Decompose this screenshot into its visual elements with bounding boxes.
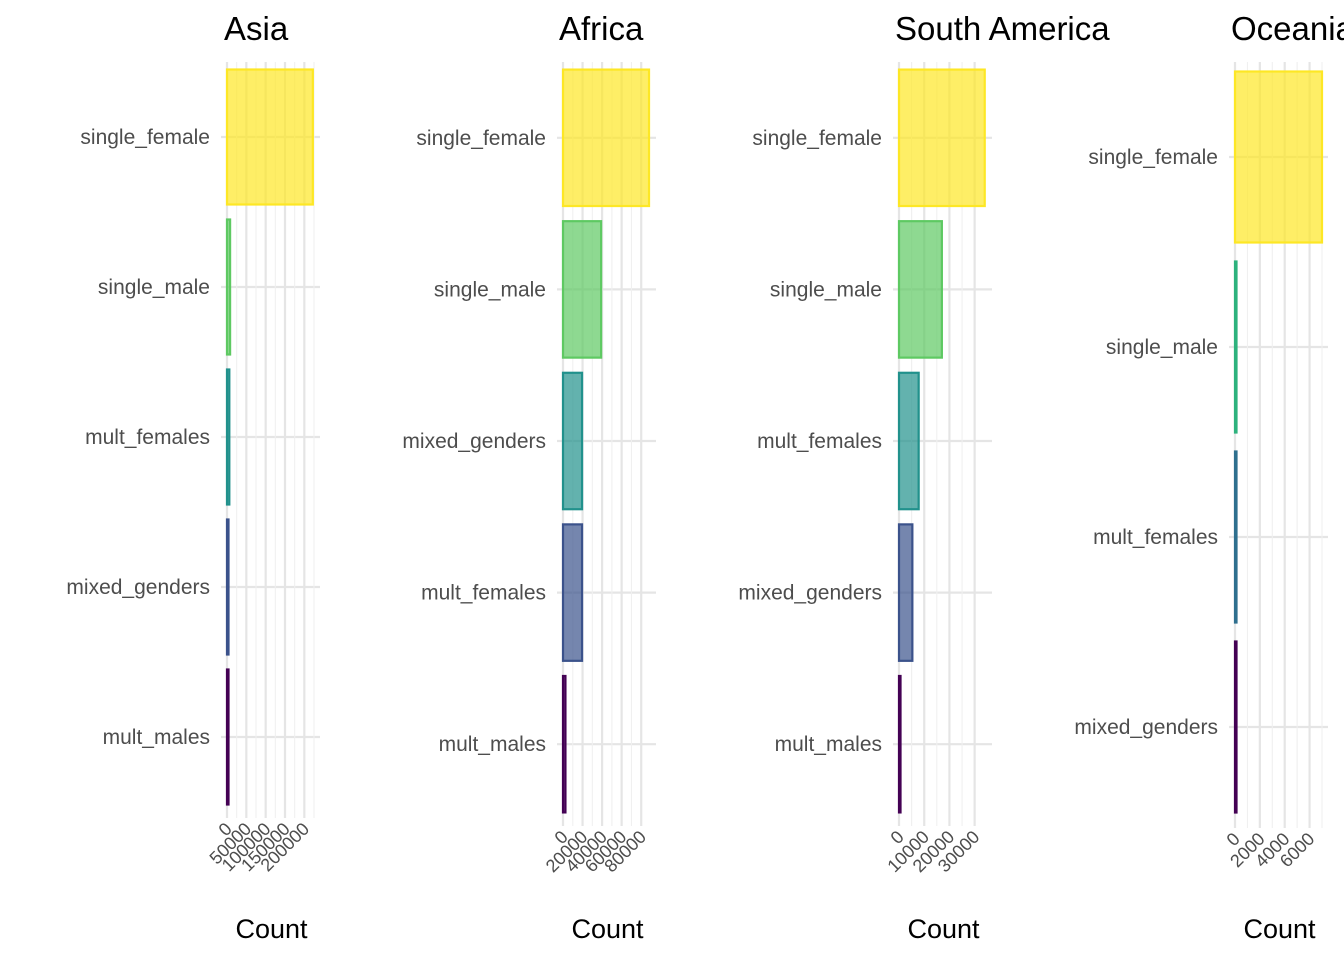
bar-mult-males	[225, 668, 230, 806]
panel-title: Oceania	[1231, 10, 1344, 47]
x-axis-title: Count	[235, 914, 308, 944]
category-label: single_female	[80, 126, 210, 149]
bar-mixed-genders	[1233, 640, 1238, 814]
panel-title: Africa	[559, 10, 644, 47]
category-label: mixed_genders	[402, 430, 546, 453]
panel-asia: single_female single_male mult_femalesmixe…	[66, 10, 320, 944]
category-label: single_female	[1088, 146, 1218, 169]
category-label: mult_females	[1093, 526, 1218, 549]
x-axis-title: Count	[1243, 914, 1316, 944]
category-label: mult_males	[439, 733, 546, 756]
category-label: mult_females	[421, 582, 546, 605]
category-label: single_male	[1106, 336, 1218, 359]
bar-single-female	[561, 68, 651, 208]
category-label: single_female	[752, 127, 882, 150]
bar-mult-females	[561, 523, 584, 662]
category-label: mixed_genders	[66, 576, 210, 599]
bar-mult-males	[561, 674, 567, 814]
panel-title: Asia	[224, 10, 289, 47]
category-label: mult_males	[775, 733, 882, 756]
category-label: mult_females	[757, 430, 882, 453]
category-label: single_female	[416, 127, 546, 150]
category-label: mixed_genders	[1074, 716, 1218, 739]
bar-single-male	[1233, 260, 1238, 434]
category-label: single_male	[770, 278, 882, 301]
category-label: single_male	[434, 278, 546, 301]
bar-single-female	[1233, 70, 1324, 244]
category-label: single_male	[98, 276, 210, 299]
x-axis-title: Count	[907, 914, 980, 944]
bar-mult-females	[225, 368, 231, 506]
bar-single-female	[225, 68, 314, 206]
bar-mixed-genders	[225, 518, 230, 656]
bar-mixed-genders	[897, 523, 914, 662]
category-label: mixed_genders	[738, 582, 882, 605]
bar-single-male	[561, 220, 603, 359]
bar-mult-females	[1233, 450, 1238, 624]
bar-single-female	[897, 68, 986, 208]
panel-africa: single_female single_male mixed_gendersmul…	[402, 10, 656, 944]
bar-mixed-genders	[561, 371, 584, 511]
category-label: mult_females	[85, 426, 210, 449]
bar-mult-females	[897, 371, 920, 511]
panel-south-america: single_female single_male mult_femalesmixe…	[738, 10, 1110, 944]
category-label: mult_males	[103, 726, 210, 749]
bar-mult-males	[897, 674, 902, 814]
bar-single-male	[897, 220, 943, 359]
bar-single-male	[225, 218, 232, 356]
x-axis-title: Count	[571, 914, 644, 944]
panel-title: South America	[895, 10, 1110, 47]
panel-oceania: single_female single_male mult_femalesmixe…	[1074, 10, 1344, 944]
